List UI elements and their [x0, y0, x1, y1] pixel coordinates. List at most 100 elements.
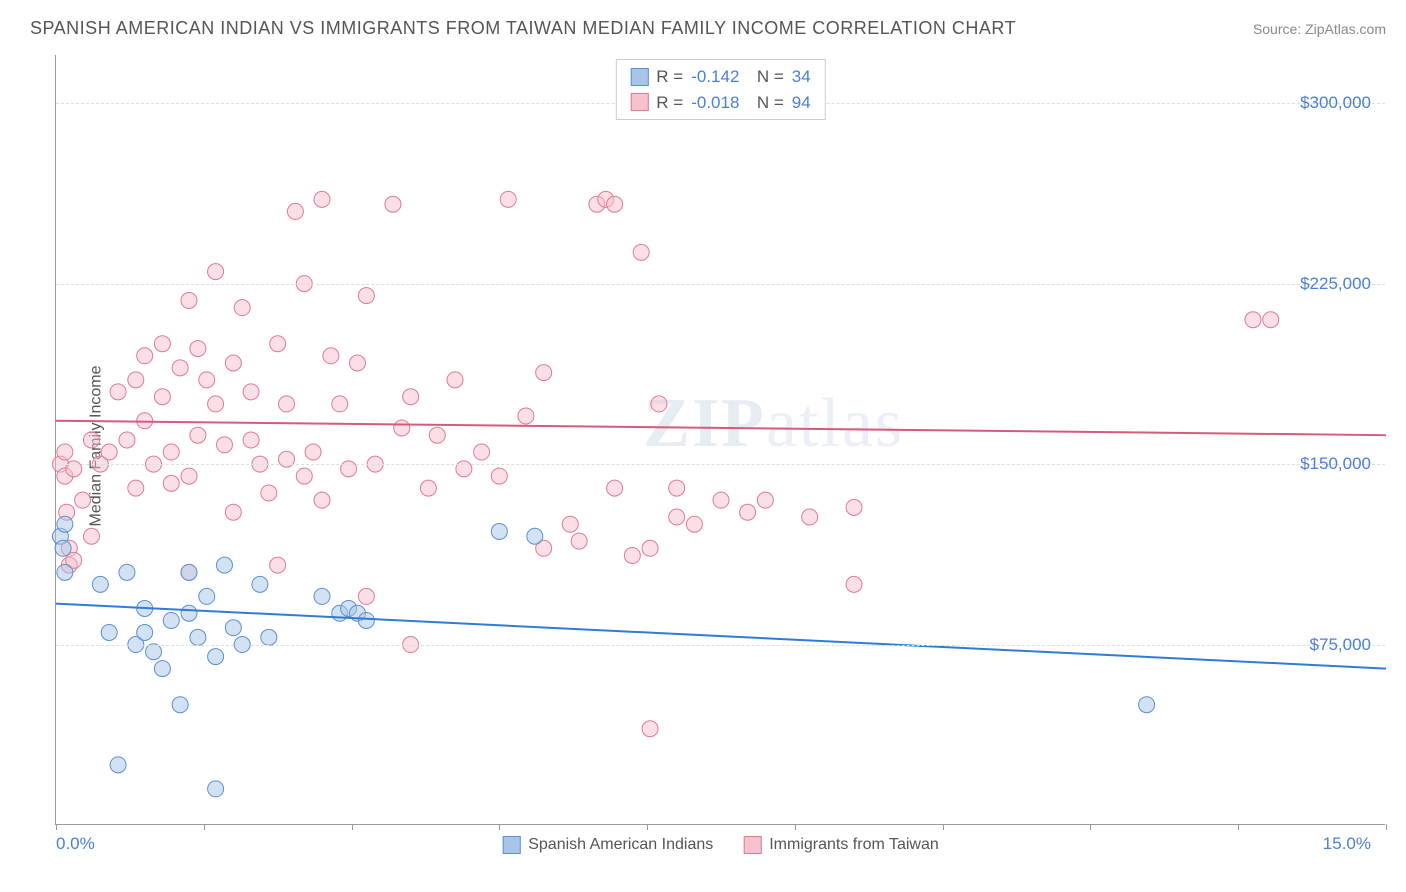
data-point [757, 492, 773, 508]
data-point [1245, 312, 1261, 328]
data-point [651, 396, 667, 412]
x-tick [1090, 824, 1091, 830]
stats-row-2: R = -0.018 N = 94 [630, 90, 810, 116]
data-point [146, 644, 162, 660]
gridline [56, 464, 1385, 465]
x-tick [499, 824, 500, 830]
data-point [163, 475, 179, 491]
data-point [491, 523, 507, 539]
x-tick [943, 824, 944, 830]
data-point [57, 516, 73, 532]
data-point [154, 336, 170, 352]
data-point [607, 196, 623, 212]
data-point [225, 620, 241, 636]
data-point [190, 427, 206, 443]
data-point [75, 492, 91, 508]
plot-area: ZIPatlas R = -0.142 N = 34 R = -0.018 N … [55, 55, 1385, 825]
data-point [846, 576, 862, 592]
data-point [642, 540, 658, 556]
y-tick-label: $300,000 [1300, 93, 1371, 113]
data-point [225, 504, 241, 520]
data-point [323, 348, 339, 364]
bottom-legend: Spanish American Indians Immigrants from… [502, 836, 939, 854]
data-point [394, 420, 410, 436]
data-point [518, 408, 534, 424]
x-axis-min-label: 0.0% [56, 834, 95, 854]
x-tick [795, 824, 796, 830]
x-axis-max-label: 15.0% [1323, 834, 1371, 854]
data-point [172, 697, 188, 713]
data-point [633, 244, 649, 260]
data-point [846, 499, 862, 515]
data-point [686, 516, 702, 532]
data-point [208, 781, 224, 797]
x-tick [1238, 824, 1239, 830]
stat-n-value-1: 34 [792, 64, 811, 90]
swatch-series-2-icon [630, 93, 648, 111]
data-point [119, 564, 135, 580]
x-tick [352, 824, 353, 830]
data-point [420, 480, 436, 496]
data-point [163, 612, 179, 628]
y-tick-label: $225,000 [1300, 274, 1371, 294]
data-point [296, 468, 312, 484]
data-point [101, 444, 117, 460]
scatter-plot-svg [56, 55, 1385, 824]
data-point [358, 288, 374, 304]
data-point [491, 468, 507, 484]
data-point [252, 576, 268, 592]
data-point [243, 432, 259, 448]
data-point [190, 629, 206, 645]
data-point [172, 360, 188, 376]
data-point [562, 516, 578, 532]
data-point [474, 444, 490, 460]
x-tick [647, 824, 648, 830]
data-point [607, 480, 623, 496]
data-point [358, 612, 374, 628]
data-point [713, 492, 729, 508]
data-point [154, 661, 170, 677]
data-point [642, 721, 658, 737]
data-point [181, 468, 197, 484]
source-label: Source: ZipAtlas.com [1253, 21, 1386, 37]
data-point [403, 389, 419, 405]
legend-item-2: Immigrants from Taiwan [743, 836, 939, 854]
data-point [208, 396, 224, 412]
stat-r-label: R = [656, 64, 683, 90]
data-point [349, 355, 365, 371]
data-point [261, 485, 277, 501]
data-point [314, 191, 330, 207]
data-point [181, 605, 197, 621]
data-point [163, 444, 179, 460]
data-point [527, 528, 543, 544]
data-point [208, 264, 224, 280]
x-tick [204, 824, 205, 830]
data-point [101, 625, 117, 641]
stat-r-value-1: -0.142 [691, 64, 739, 90]
legend-item-1: Spanish American Indians [502, 836, 713, 854]
data-point [83, 528, 99, 544]
data-point [624, 548, 640, 564]
gridline [56, 284, 1385, 285]
stat-r-label: R = [656, 90, 683, 116]
data-point [208, 649, 224, 665]
swatch-series-2-icon [743, 836, 761, 854]
swatch-series-1-icon [630, 68, 648, 86]
data-point [500, 191, 516, 207]
data-point [110, 757, 126, 773]
x-tick [56, 824, 57, 830]
data-point [199, 372, 215, 388]
data-point [128, 480, 144, 496]
data-point [110, 384, 126, 400]
data-point [137, 348, 153, 364]
data-point [270, 557, 286, 573]
title-bar: SPANISH AMERICAN INDIAN VS IMMIGRANTS FR… [30, 18, 1386, 39]
data-point [216, 437, 232, 453]
data-point [740, 504, 756, 520]
data-point [234, 300, 250, 316]
data-point [385, 196, 401, 212]
data-point [92, 576, 108, 592]
data-point [1139, 697, 1155, 713]
trend-line [56, 604, 1386, 669]
gridline [56, 645, 1385, 646]
